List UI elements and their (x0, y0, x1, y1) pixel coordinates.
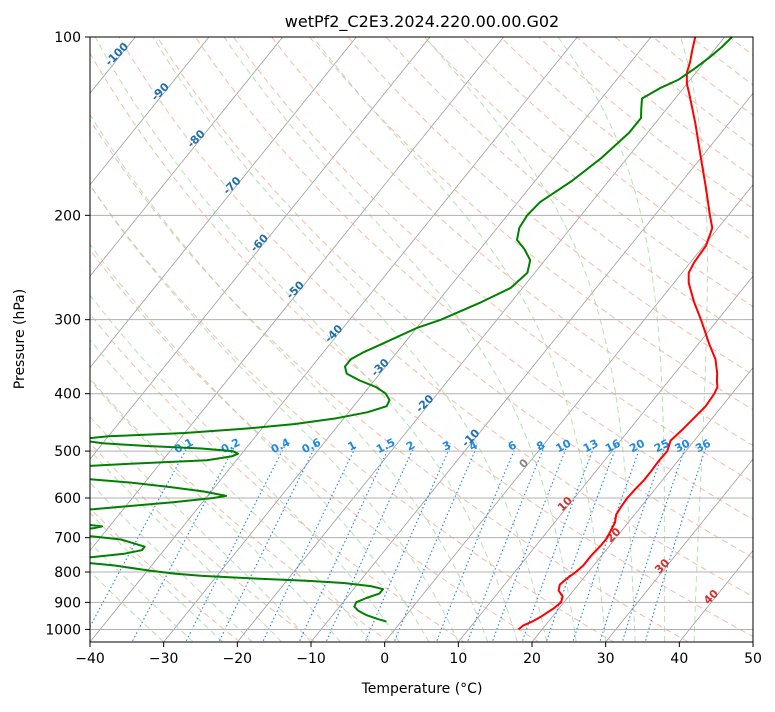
x-tick-label: 10 (449, 651, 467, 667)
y-tick-label: 600 (54, 491, 81, 507)
y-tick-label: 300 (54, 313, 81, 329)
x-axis-label: Temperature (°C) (361, 681, 483, 697)
x-tick-label: 0 (380, 651, 389, 667)
x-tick-label: 50 (744, 651, 762, 667)
chart-title: wetPf2_C2E3.2024.220.00.00.G02 (285, 12, 559, 32)
x-tick-label: −30 (149, 651, 179, 667)
y-tick-label: 900 (54, 595, 81, 611)
x-tick-label: 20 (523, 651, 541, 667)
x-tick-label: −10 (296, 651, 326, 667)
x-tick-label: 40 (670, 651, 688, 667)
y-tick-label: 100 (54, 30, 81, 46)
x-tick-label: −40 (75, 651, 105, 667)
x-tick-label: −20 (223, 651, 253, 667)
y-tick-label: 500 (54, 444, 81, 460)
x-tick-label: 30 (597, 651, 615, 667)
y-tick-label: 1000 (45, 622, 81, 638)
y-tick-label: 700 (54, 531, 81, 547)
y-axis-label: Pressure (hPa) (12, 289, 28, 389)
y-tick-label: 200 (54, 208, 81, 224)
y-tick-label: 800 (54, 565, 81, 581)
y-tick-label: 400 (54, 387, 81, 403)
